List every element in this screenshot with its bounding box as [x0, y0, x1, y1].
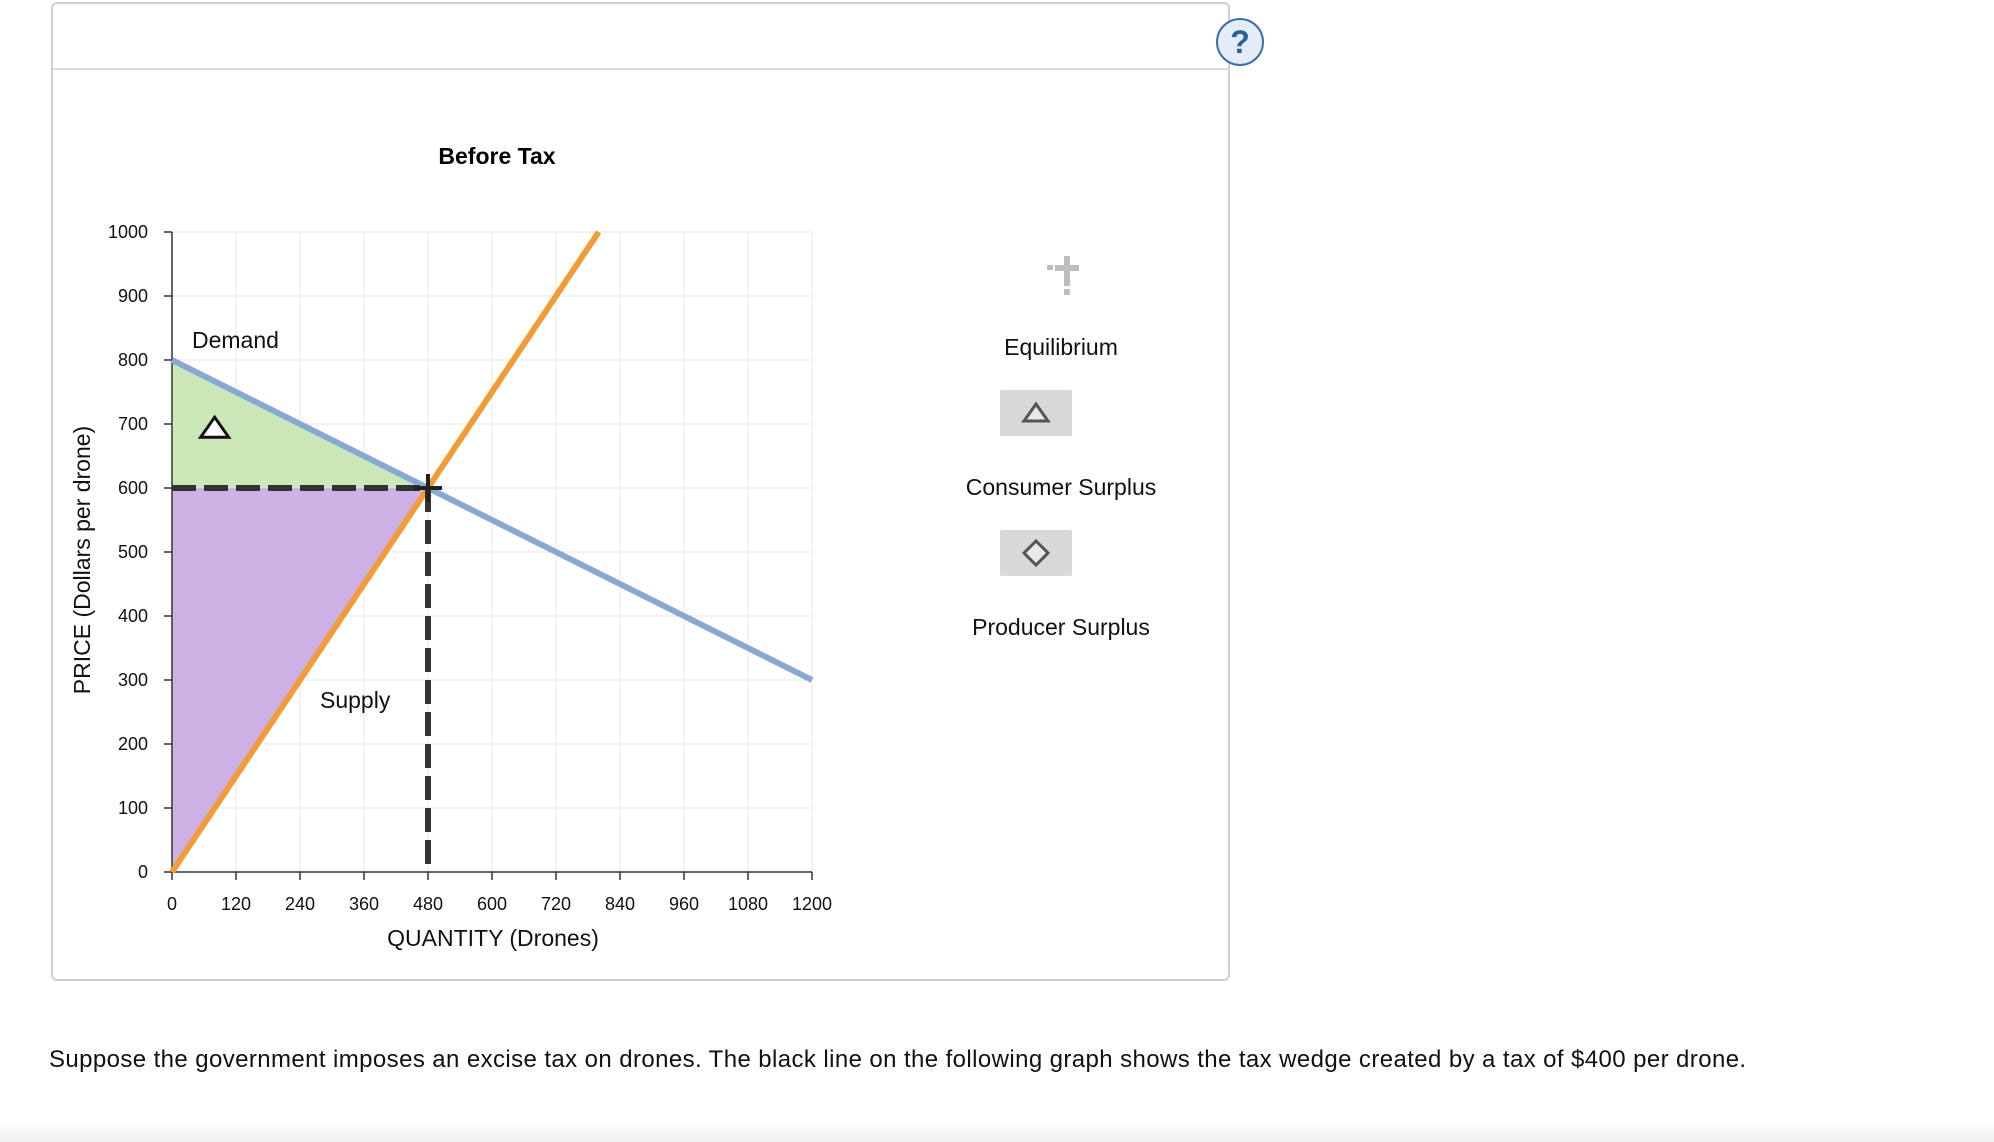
- y-tick-label: 100: [118, 798, 148, 818]
- x-tick-label: 1080: [728, 894, 768, 914]
- x-tick-label: 960: [669, 894, 699, 914]
- y-tick-label: 300: [118, 670, 148, 690]
- legend-equilibrium[interactable]: [1033, 256, 1089, 300]
- y-tick-label: 400: [118, 606, 148, 626]
- x-tick-label: 1200: [792, 894, 832, 914]
- x-tick-label: 0: [167, 894, 177, 914]
- y-tick-label: 900: [118, 286, 148, 306]
- y-tick-label: 800: [118, 350, 148, 370]
- x-tick-label: 600: [477, 894, 507, 914]
- x-tick-label: 240: [285, 894, 315, 914]
- legend-producer-surplus-label: Producer Surplus: [972, 614, 1150, 640]
- x-axis-label: QUANTITY (Drones): [387, 925, 599, 951]
- panel-header: [53, 4, 1228, 70]
- y-tick-label: 500: [118, 542, 148, 562]
- demand-curve[interactable]: [170, 357, 814, 683]
- producer-surplus-tool[interactable]: [1000, 530, 1072, 576]
- diamond-icon: [1021, 538, 1051, 568]
- x-tick-label: 840: [605, 894, 635, 914]
- chart-title: Before Tax: [438, 143, 555, 169]
- legend-equilibrium-label: Equilibrium: [1004, 334, 1118, 360]
- consumer-surplus-tool[interactable]: [1000, 390, 1072, 436]
- help-button[interactable]: ?: [1216, 18, 1264, 66]
- axes: 0 100 200 300 400 500 600 700 800 900 1000 0 120 240 3…: [108, 222, 832, 914]
- x-tick-label: 720: [541, 894, 571, 914]
- x-tick-label: 120: [221, 894, 251, 914]
- y-tick-label: 0: [138, 862, 148, 882]
- triangle-icon: [1021, 401, 1051, 423]
- equilibrium-icon[interactable]: [1033, 256, 1089, 300]
- y-tick-label: 600: [118, 478, 148, 498]
- supply-curve[interactable]: [169, 230, 602, 874]
- legend-consumer-surplus-label: Consumer Surplus: [965, 474, 1157, 500]
- equilibrium-overlay: [172, 414, 442, 872]
- consumer-surplus-triangle-marker[interactable]: [197, 414, 232, 439]
- demand-label[interactable]: Demand: [192, 327, 279, 353]
- x-tick-label: 480: [413, 894, 443, 914]
- y-tick-label: 1000: [108, 222, 148, 242]
- question-text: Suppose the government imposes an excise…: [49, 1046, 1747, 1073]
- before-tax-chart: Before Tax 0 100 200 300 400 500 600 700 800 900 1…: [69, 143, 832, 951]
- y-tick-label: 200: [118, 734, 148, 754]
- y-axis-label: PRICE (Dollars per drone): [69, 426, 95, 694]
- bottom-fade: [0, 1122, 1994, 1142]
- y-tick-label: 700: [118, 414, 148, 434]
- supply-label[interactable]: Supply: [320, 687, 391, 713]
- x-tick-label: 360: [349, 894, 379, 914]
- series: [169, 230, 814, 874]
